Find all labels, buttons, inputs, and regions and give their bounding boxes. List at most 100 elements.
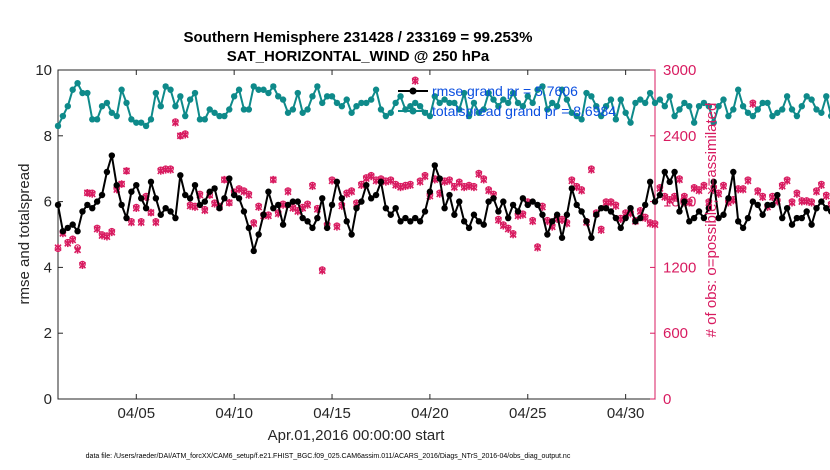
rmse-point	[167, 208, 174, 215]
totalspread-point	[353, 102, 360, 110]
rmse-point	[363, 181, 370, 189]
obs-assimilated-marker	[308, 182, 317, 191]
obs-assimilated-marker	[744, 176, 752, 185]
rmse-point	[529, 198, 536, 205]
rmse-point	[700, 214, 708, 222]
obs-assimilated-marker	[749, 100, 757, 108]
x-tick-label: 04/30	[607, 405, 645, 422]
rmse-point	[783, 204, 791, 212]
totalspread-point	[118, 86, 125, 93]
totalspread-point	[93, 116, 101, 123]
totalspread-point	[265, 89, 272, 97]
rmse-point	[182, 191, 189, 199]
rmse-point	[519, 195, 527, 202]
rmse-point	[186, 195, 194, 202]
totalspread-point	[392, 99, 399, 107]
totalspread-point	[74, 79, 81, 87]
obs-assimilated-marker	[509, 230, 517, 239]
totalspread-point	[108, 109, 116, 116]
rmse-point	[705, 204, 713, 212]
totalspread-point	[700, 99, 708, 107]
rmse-point	[504, 214, 512, 222]
totalspread-point	[113, 112, 120, 120]
totalspread-point	[103, 99, 111, 107]
obs-assimilated-marker	[303, 201, 312, 209]
rmse-point	[177, 172, 184, 179]
totalspread-point	[348, 109, 355, 116]
obs-assimilated-marker	[235, 185, 243, 194]
right-tick-label: 0	[663, 391, 671, 408]
rmse-point	[612, 214, 620, 222]
totalspread-point	[681, 99, 688, 107]
totalspread-point	[744, 109, 752, 116]
rmse-point	[319, 195, 326, 202]
rmse-point	[162, 204, 169, 212]
totalspread-point	[779, 106, 786, 113]
rmse-point	[827, 208, 830, 215]
obs-assimilated-marker	[122, 167, 131, 175]
x-tick-label: 04/10	[215, 405, 253, 422]
rmse-point	[597, 204, 605, 212]
rmse-point	[245, 224, 253, 232]
totalspread-series	[54, 79, 830, 130]
rmse-point	[646, 178, 654, 186]
totalspread-point	[632, 99, 639, 107]
rmse-point	[314, 214, 321, 222]
obs-assimilated-marker	[284, 187, 292, 196]
totalspread-point	[529, 99, 536, 107]
rmse-point	[681, 198, 688, 205]
totalspread-point	[319, 99, 326, 107]
totalspread-point	[255, 86, 262, 93]
totalspread-point	[514, 99, 522, 107]
totalspread-point	[162, 83, 169, 90]
totalspread-point	[142, 122, 150, 130]
totalspread-point	[568, 109, 576, 116]
rmse-point	[137, 195, 145, 202]
obs-assimilated-marker	[651, 220, 659, 229]
totalspread-point	[79, 89, 86, 97]
y-axis-left-label: rmse and totalspread	[16, 164, 33, 305]
rmse-point	[59, 228, 67, 235]
totalspread-point	[666, 93, 673, 100]
rmse-point	[343, 218, 350, 225]
totalspread-point	[578, 116, 585, 123]
totalspread-point	[216, 112, 223, 120]
rmse-point	[328, 201, 336, 209]
obs-assimilated-marker	[822, 192, 830, 200]
obs-assimilated-marker	[475, 170, 483, 178]
rmse-point	[353, 204, 360, 212]
rmse-point	[118, 201, 125, 209]
totalspread-point	[656, 96, 664, 103]
rmse-point	[436, 175, 443, 182]
totalspread-point	[167, 86, 174, 93]
rmse-point	[113, 181, 120, 189]
rmse-point	[769, 201, 776, 209]
totalspread-point	[519, 102, 527, 110]
totalspread-point	[323, 93, 331, 100]
rmse-point	[108, 152, 116, 159]
obs-assimilated-marker	[783, 176, 791, 185]
totalspread-point	[739, 102, 747, 110]
obs-assimilated-marker	[666, 196, 674, 205]
rmse-point	[441, 204, 448, 212]
totalspread-point	[446, 99, 453, 107]
obs-assimilated-marker	[759, 193, 767, 202]
rmse-point	[798, 214, 806, 222]
rmse-point	[294, 198, 301, 205]
rmse-point	[617, 224, 624, 232]
obs-assimilated-marker	[362, 174, 370, 183]
totalspread-point	[123, 99, 130, 107]
rmse-point	[392, 204, 399, 212]
obs-assimilated-marker	[343, 190, 351, 198]
rmse-point	[456, 198, 463, 205]
obs-assimilated-marker	[445, 176, 454, 185]
obs-assimilated-marker	[607, 198, 615, 207]
obs-assimilated-marker	[715, 190, 723, 198]
obs-assimilated-marker	[808, 198, 816, 207]
rmse-point	[744, 214, 752, 222]
obs-assimilated-marker	[597, 226, 605, 234]
x-tick-label: 04/05	[118, 405, 156, 422]
totalspread-point	[294, 89, 301, 97]
